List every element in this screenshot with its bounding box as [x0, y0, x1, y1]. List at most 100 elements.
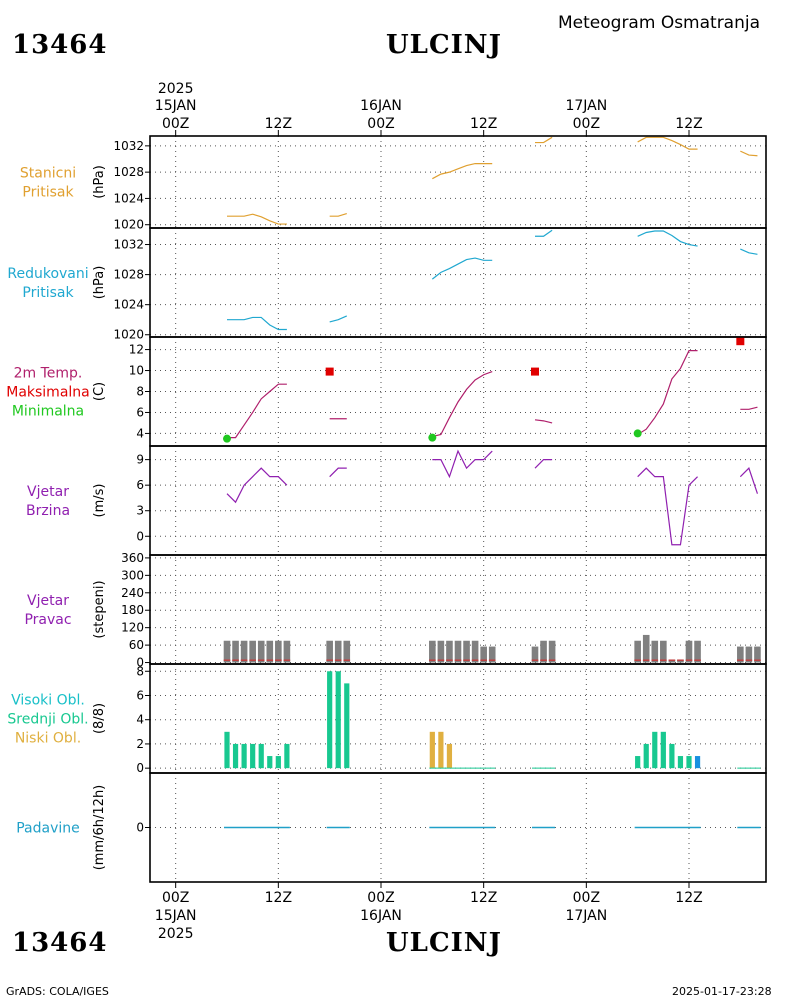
panel-label: Vjetar — [27, 484, 69, 500]
y-tick-label: 1028 — [113, 165, 144, 179]
y-tick-label: 12 — [129, 343, 144, 357]
y-tick-label: 6 — [136, 478, 144, 492]
wind-direction-bar — [249, 640, 256, 663]
y-axis-unit: (m/s) — [92, 484, 107, 518]
wind-direction-bar — [694, 640, 701, 663]
panel-label: Padavine — [16, 821, 80, 837]
wind-direction-bar — [454, 640, 462, 663]
series-line — [534, 459, 553, 469]
y-axis-unit: (stepeni) — [92, 580, 107, 638]
station-name-top: ULCINJ — [386, 30, 502, 60]
panel-label: Pravac — [24, 612, 71, 628]
y-axis-unit: (C) — [92, 382, 107, 401]
wind-direction-bar — [677, 659, 684, 663]
cloud-bar — [344, 683, 350, 769]
station-id-top: 13464 — [12, 30, 108, 60]
time-label-bottom-year: 2025 — [158, 926, 194, 942]
wind-direction-bar — [326, 640, 333, 663]
time-label-top-hour: 00Z — [162, 116, 189, 132]
time-label-bottom-date: 16JAN — [360, 908, 402, 924]
y-axis-unit: (hPa) — [92, 165, 107, 199]
panel-frame — [149, 445, 767, 556]
cloud-bar — [232, 743, 239, 769]
max-temp-marker — [531, 367, 539, 376]
time-label-bottom-hour: 00Z — [367, 890, 394, 906]
y-tick-label: 1032 — [113, 139, 144, 153]
time-label-top-date: 16JAN — [360, 98, 402, 114]
y-tick-label: 8 — [136, 385, 144, 399]
time-label-top-hour: 00Z — [367, 116, 394, 132]
time-label-bottom-hour: 00Z — [573, 890, 600, 906]
panel-label: Redukovani — [7, 266, 88, 282]
panel-label: 2m Temp. — [14, 366, 83, 382]
y-tick-label: 0 — [136, 529, 144, 543]
series-line — [432, 449, 493, 479]
cloud-bar — [267, 756, 273, 769]
cloud-bar — [258, 743, 264, 769]
time-label-bottom-hour: 12Z — [675, 890, 702, 906]
y-tick-label: 1024 — [113, 191, 144, 205]
y-tick-label: 180 — [121, 603, 144, 617]
y-tick-label: 360 — [121, 551, 144, 565]
series-line — [637, 230, 698, 247]
panel-label: Vjetar — [27, 593, 69, 609]
y-tick-label: 120 — [121, 621, 144, 635]
wind-direction-bar — [437, 640, 445, 663]
series-line — [535, 229, 553, 237]
time-label-bottom-hour: 12Z — [470, 890, 497, 906]
wind-direction-bar — [488, 646, 496, 663]
panel-label: Stanicni — [20, 166, 76, 182]
y-tick-label: 0 — [136, 761, 144, 775]
y-tick-label: 300 — [121, 568, 144, 582]
series-line — [226, 467, 288, 504]
cloud-bar — [284, 743, 290, 769]
panel-frame — [149, 772, 767, 883]
wind-direction-bar — [232, 640, 239, 663]
panel-label: Visoki Obl. — [11, 693, 85, 709]
y-tick-label: 8 — [136, 664, 144, 678]
series-line — [227, 213, 287, 225]
y-tick-label: 1028 — [113, 268, 144, 282]
wind-direction-bar — [463, 640, 470, 663]
y-tick-label: 6 — [136, 405, 144, 419]
panel-label: Minimalna — [12, 404, 84, 420]
series-line — [740, 248, 758, 255]
wind-direction-bar — [446, 640, 453, 663]
y-tick-label: 2 — [136, 737, 144, 751]
wind-direction-bar — [548, 640, 556, 663]
panel-label: Maksimalna — [6, 385, 90, 401]
wind-direction-bar — [266, 640, 274, 663]
wind-direction-bar — [660, 640, 667, 663]
wind-direction-bar — [471, 640, 479, 663]
cloud-bar — [694, 756, 701, 769]
wind-direction-bar — [745, 646, 753, 663]
cloud-bar — [224, 731, 230, 769]
station-id-bottom: 13464 — [12, 928, 108, 958]
time-label-bottom-date: 15JAN — [155, 908, 197, 924]
y-tick-label: 240 — [121, 586, 144, 600]
series-line — [535, 136, 553, 144]
series-line — [432, 371, 493, 438]
series-line — [431, 257, 493, 280]
wind-direction-bar — [668, 659, 676, 663]
wind-direction-bar — [540, 640, 547, 663]
wind-direction-bar — [223, 640, 231, 663]
y-tick-label: 1032 — [113, 238, 144, 252]
time-label-top-hour: 12Z — [470, 116, 497, 132]
max-temp-marker — [325, 367, 334, 376]
min-temp-marker — [428, 433, 437, 442]
cloud-bar — [677, 756, 684, 769]
y-tick-label: 6 — [136, 688, 144, 702]
wind-direction-bar — [634, 640, 641, 663]
y-axis-unit: (mm/6h/12h) — [92, 785, 107, 871]
wind-direction-bar — [275, 640, 282, 663]
cloud-bar — [643, 743, 649, 769]
station-name-bottom: ULCINJ — [386, 928, 502, 958]
y-tick-label: 60 — [129, 638, 144, 652]
cloud-bar — [652, 731, 658, 769]
panel-frame — [149, 227, 767, 338]
time-label-bottom-hour: 12Z — [265, 890, 292, 906]
cloud-bar — [438, 731, 444, 769]
time-label-top-hour: 12Z — [675, 116, 702, 132]
series-line — [329, 315, 348, 323]
